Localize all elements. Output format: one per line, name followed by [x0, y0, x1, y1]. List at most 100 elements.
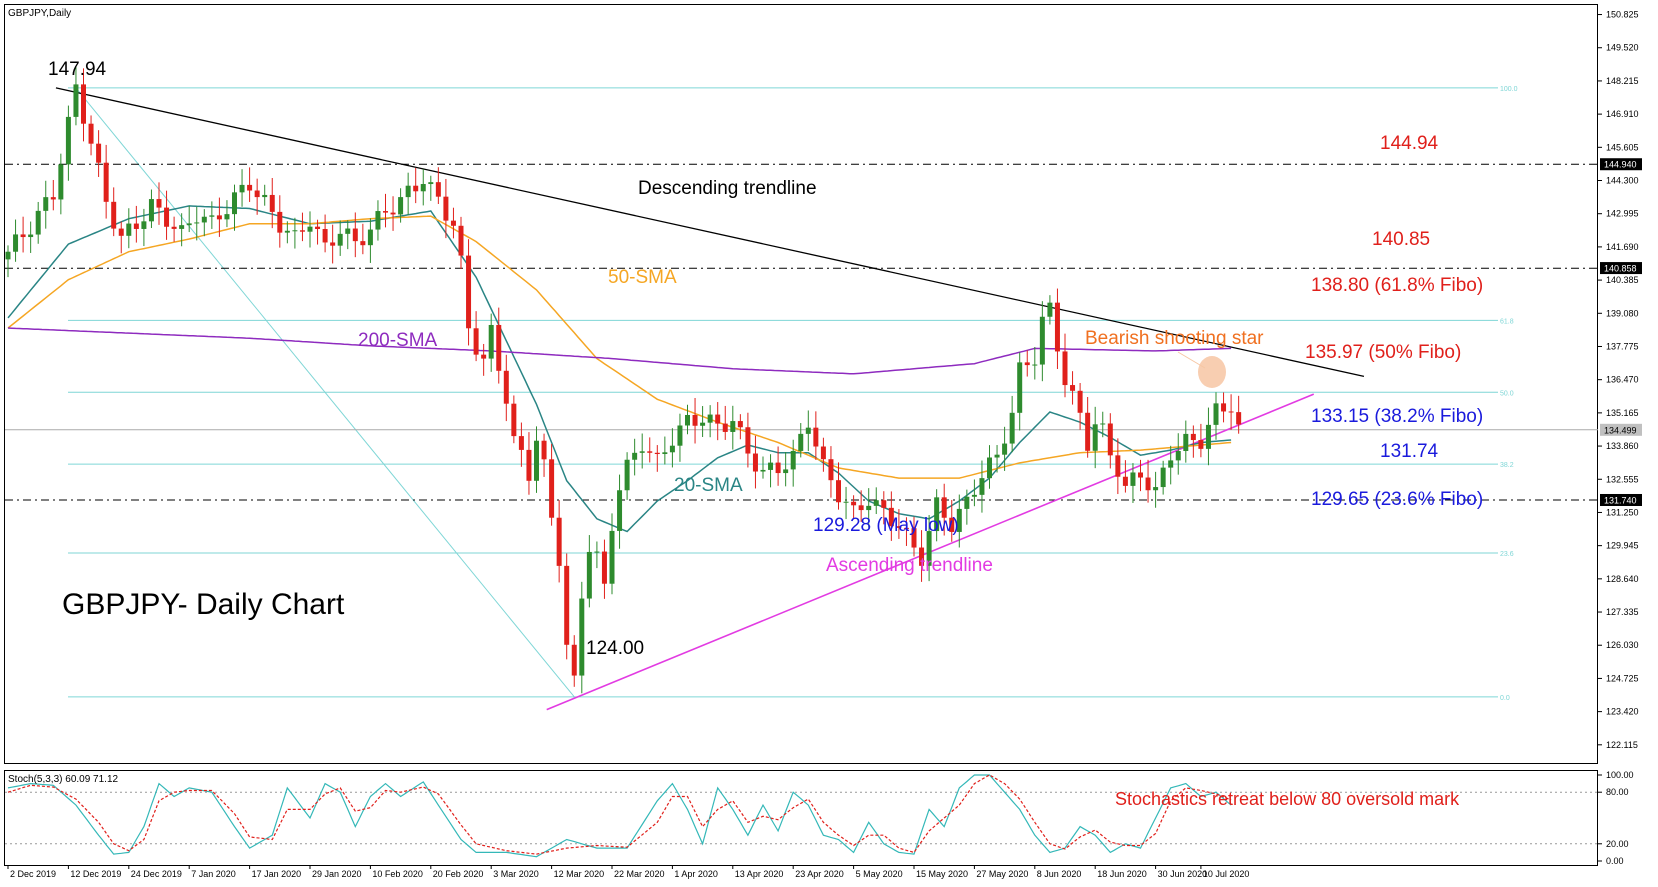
candle-body — [307, 226, 313, 232]
candle-body — [458, 225, 464, 256]
price-tick-label: 131.250 — [1606, 507, 1639, 517]
shooting-star-label: Bearish shooting star — [1085, 328, 1264, 349]
price-tick-label: 133.860 — [1606, 441, 1639, 451]
time-tick-label: 18 Jun 2020 — [1097, 869, 1147, 879]
candle-body — [269, 194, 275, 212]
price-tick-label: 127.335 — [1606, 607, 1639, 617]
candle-body — [571, 644, 577, 676]
candle-body — [639, 451, 645, 453]
candle-body — [1221, 403, 1227, 412]
candle-body — [1236, 412, 1242, 425]
time-tick-label: 24 Dec 2019 — [131, 869, 182, 879]
price-tick-label: 146.910 — [1606, 109, 1639, 119]
high-label: 147.94 — [48, 59, 107, 80]
price-marker-box — [1600, 262, 1642, 275]
candle-body — [96, 143, 102, 163]
may-low-label: 129.28 (May low) — [813, 515, 959, 536]
candle-body — [843, 501, 849, 503]
candle-body — [209, 215, 215, 217]
candle-body — [1175, 451, 1181, 461]
candle-body — [1160, 467, 1166, 488]
candle-body — [186, 223, 192, 226]
candle-body — [836, 480, 841, 503]
price-tick-label: 149.520 — [1606, 43, 1639, 53]
candle-body — [609, 530, 615, 584]
price-tick-label: 148.215 — [1606, 76, 1639, 86]
candle-body — [919, 547, 925, 566]
candle-body — [50, 197, 56, 200]
candle-body — [594, 551, 600, 553]
candle-body — [949, 517, 955, 532]
candle-body — [383, 211, 388, 213]
candle-body — [526, 449, 532, 481]
candle-body — [1122, 476, 1128, 486]
candle-body — [798, 433, 804, 451]
candle-body — [1115, 455, 1121, 477]
descending-trendline — [55, 87, 1365, 378]
fibo-ratio-50-0: 50.0 — [1500, 390, 1514, 397]
candle-body — [443, 196, 449, 221]
stochastic-oscillator: 100.00 80.00 20.00 0.00 — [5, 770, 1634, 866]
candle-body — [926, 531, 932, 566]
candle-body — [35, 210, 41, 235]
stoch-note: Stochastics retreat below 80 oversold ma… — [1115, 789, 1460, 809]
sma20-label: 20-SMA — [674, 475, 743, 496]
candle-body — [481, 354, 487, 359]
price-tick-label: 124.725 — [1606, 673, 1639, 683]
candle-body — [579, 598, 585, 676]
candle-body — [405, 185, 411, 198]
candle-body — [903, 527, 909, 529]
candle-body — [133, 223, 139, 229]
candle-body — [549, 459, 555, 518]
candle-body — [692, 414, 698, 426]
stoch-tick-label: 0.00 — [1606, 856, 1624, 866]
candle-body — [118, 228, 124, 236]
shooting-star-highlight — [1198, 356, 1226, 388]
candle-body — [1183, 433, 1189, 452]
candle-body — [232, 192, 237, 215]
price-marker-label: 131.740 — [1604, 495, 1637, 505]
time-tick-label: 17 Jan 2020 — [252, 869, 302, 879]
candle-body — [473, 328, 479, 355]
candle-body — [330, 242, 336, 246]
time-tick-label: 29 Jan 2020 — [312, 869, 362, 879]
time-tick-label: 5 May 2020 — [856, 869, 903, 879]
candle-body — [994, 454, 1000, 458]
time-tick-label: 30 Jun 2020 — [1158, 869, 1208, 879]
candle-body — [1002, 443, 1008, 455]
candle-body — [601, 551, 607, 584]
price-tick-label: 132.555 — [1606, 474, 1639, 484]
time-tick-label: 10 Feb 2020 — [372, 869, 423, 879]
price-tick-label: 142.995 — [1606, 209, 1639, 219]
time-tick-label: 15 May 2020 — [916, 869, 968, 879]
50-sma-line — [7, 215, 1232, 479]
candle-body — [1054, 302, 1060, 352]
time-tick-label: 8 Jun 2020 — [1037, 869, 1082, 879]
price-tick-label: 126.030 — [1606, 640, 1639, 650]
candle-body — [956, 508, 962, 532]
horizontal-levels — [5, 163, 1598, 501]
candle-body — [337, 233, 343, 246]
candle-body — [345, 228, 351, 234]
candle-body — [398, 197, 404, 215]
price-marker-box — [1600, 493, 1642, 506]
candle-body — [111, 201, 117, 229]
candle-body — [201, 216, 207, 223]
candle-body — [934, 497, 940, 532]
chart-title: GBPJPY- Daily Chart — [62, 588, 345, 621]
candle-body — [194, 222, 200, 224]
time-tick-label: 7 Jan 2020 — [191, 869, 236, 879]
fibo-ratio-0-0: 0.0 — [1500, 695, 1510, 702]
candle-body — [987, 457, 992, 479]
stoch-label: Stoch(5,3,3) 60.09 71.12 — [8, 774, 119, 785]
candle-body — [1205, 424, 1211, 449]
level-133-15-label: 133.15 (38.2% Fibo) — [1311, 406, 1483, 427]
level-140-85-label: 140.85 — [1372, 229, 1430, 250]
candle-body — [81, 84, 86, 124]
descending-trendline-label: Descending trendline — [638, 178, 817, 199]
candle-body — [979, 478, 985, 495]
symbol-label: GBPJPY,Daily — [8, 8, 71, 19]
candle-body — [1153, 487, 1159, 491]
stoch-d-line — [7, 774, 1232, 855]
